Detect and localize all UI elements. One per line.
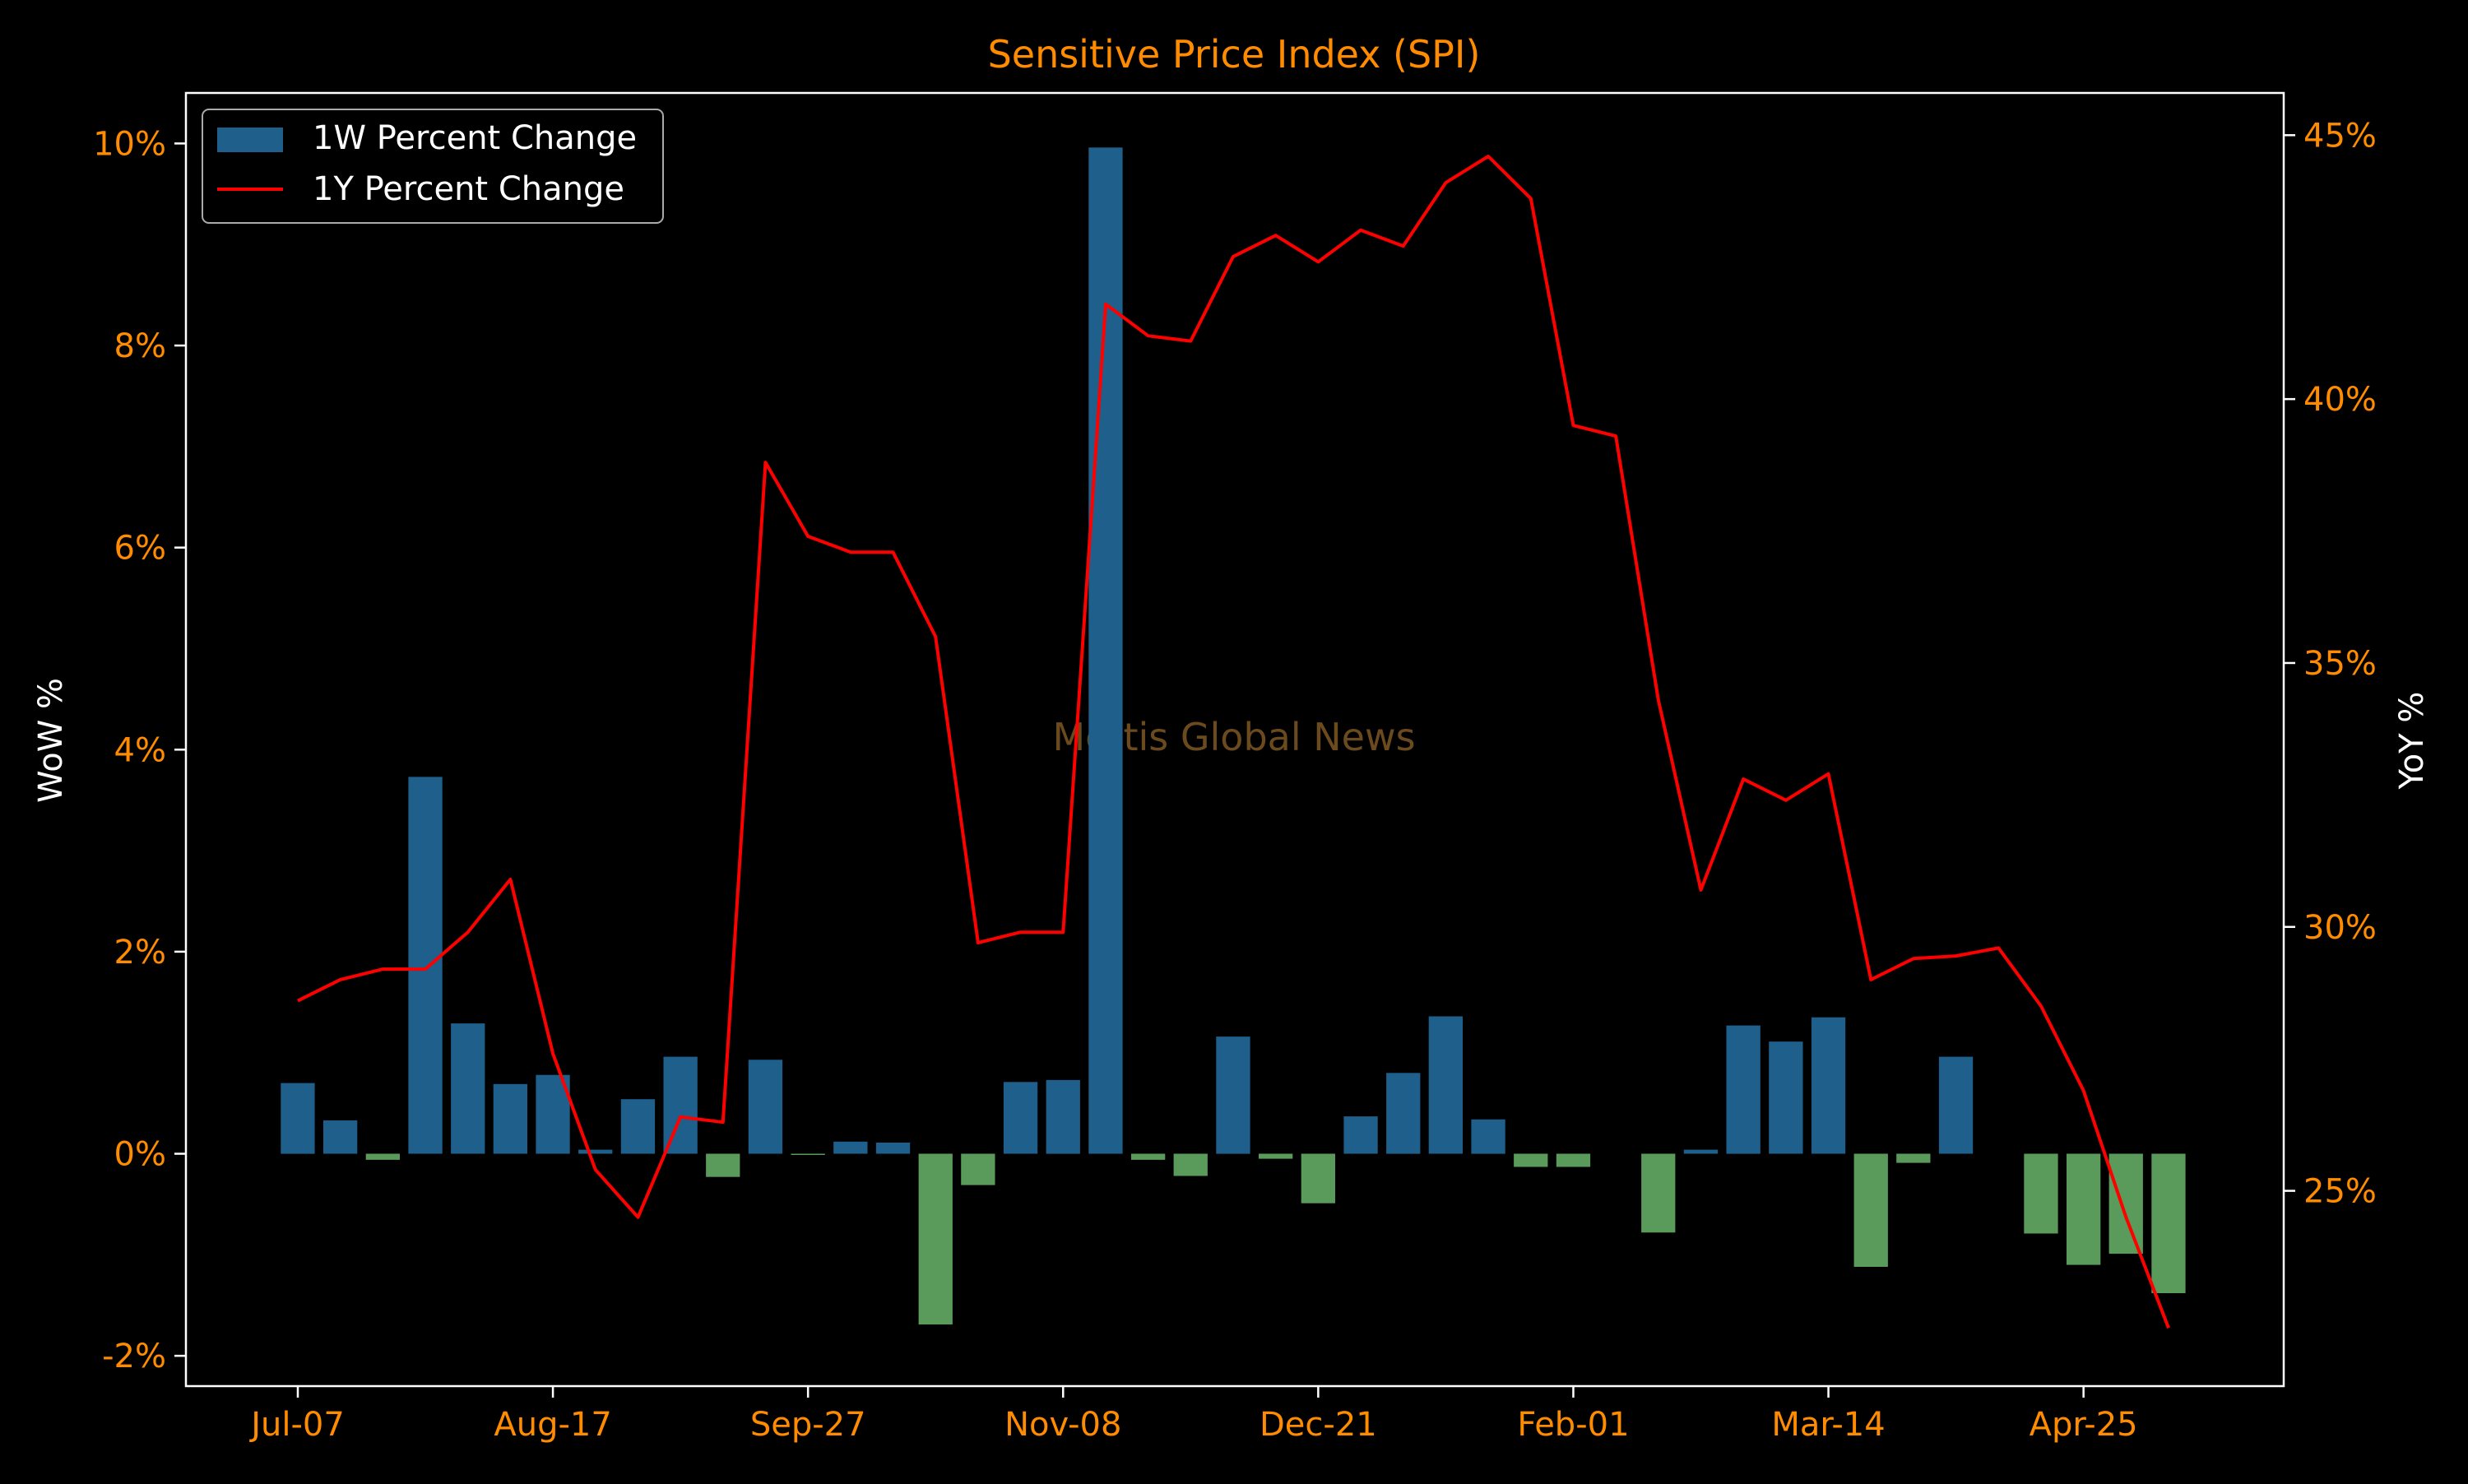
wow-bar [1046, 1079, 1080, 1154]
wow-bar [1428, 1016, 1463, 1154]
wow-bar [1259, 1153, 1293, 1159]
legend-line-label: 1Y Percent Change [313, 170, 624, 208]
x-tick-label: Jul-07 [248, 1406, 345, 1444]
wow-bar [1131, 1153, 1166, 1160]
x-tick-label: Aug-17 [494, 1406, 611, 1444]
wow-bar [365, 1153, 400, 1160]
wow-bar [875, 1143, 911, 1154]
x-tick-label: Feb-01 [1517, 1406, 1629, 1444]
left-tick-label: 2% [114, 934, 166, 972]
wow-bar [2067, 1153, 2101, 1265]
wow-bar [578, 1149, 613, 1154]
wow-bar [2151, 1153, 2186, 1293]
x-axis: Jul-07 Aug-17 Sep-27 Nov-08 Dec-21 Feb-01 Mar-… [248, 1386, 2138, 1444]
wow-bar [1556, 1153, 1591, 1167]
plot-frame [184, 91, 2285, 1388]
right-tick-label: 45% [2303, 117, 2377, 155]
left-tick-label: -2% [102, 1338, 166, 1375]
wow-bar [1088, 147, 1123, 1154]
left-tick-label: 10% [93, 125, 166, 163]
wow-bar [961, 1153, 995, 1185]
left-tick-label: 0% [114, 1136, 166, 1174]
wow-bar [1769, 1041, 1803, 1154]
wow-bar [791, 1153, 825, 1155]
left-tick-label: 8% [114, 327, 166, 365]
left-tick-label: 6% [114, 530, 166, 568]
line-series-group [297, 155, 2170, 1329]
x-tick-label: Dec-21 [1260, 1406, 1377, 1444]
wow-bar [1853, 1153, 1888, 1267]
wow-bar [1683, 1149, 1719, 1154]
wow-bar [1514, 1153, 1548, 1167]
x-tick-label: Apr-25 [2030, 1406, 2138, 1444]
wow-bar [323, 1120, 358, 1154]
wow-bar [1471, 1119, 1505, 1154]
bar-series-group [281, 147, 2186, 1325]
wow-bar [620, 1099, 656, 1154]
left-y-axis: -2% 0% 2% 4% 6% 8% 10% [93, 125, 186, 1375]
wow-bar [918, 1153, 953, 1325]
right-axis-label: YoY % [2393, 692, 2431, 791]
wow-bar [1896, 1153, 1931, 1163]
legend: 1W Percent Change 1Y Percent Change [202, 109, 664, 224]
wow-bar [1938, 1056, 1974, 1154]
right-y-axis: 25% 30% 35% 40% 45% [2284, 117, 2377, 1211]
right-tick-label: 40% [2303, 381, 2377, 419]
wow-bar [1216, 1036, 1250, 1154]
left-tick-label: 4% [114, 731, 166, 769]
wow-bar [1343, 1116, 1378, 1154]
yoy-line [297, 155, 2170, 1329]
wow-bar [2024, 1153, 2058, 1234]
wow-bar [281, 1083, 315, 1154]
left-axis-label: WoW % [32, 678, 70, 803]
legend-bar-label: 1W Percent Change [313, 119, 637, 157]
legend-bar-swatch [217, 128, 283, 152]
wow-bar [748, 1060, 783, 1154]
legend-box [202, 109, 664, 224]
wow-bar [663, 1056, 698, 1154]
wow-bar [706, 1153, 740, 1177]
x-tick-label: Sep-27 [750, 1406, 866, 1444]
x-tick-label: Nov-08 [1004, 1406, 1121, 1444]
wow-bar [833, 1141, 868, 1154]
wow-bar [1811, 1017, 1846, 1154]
x-tick-label: Mar-14 [1771, 1406, 1885, 1444]
wow-bar [408, 777, 443, 1154]
wow-bar [1003, 1082, 1038, 1154]
right-tick-label: 35% [2303, 645, 2377, 683]
right-tick-label: 30% [2303, 909, 2377, 947]
wow-bar [1173, 1153, 1208, 1176]
right-tick-label: 25% [2303, 1173, 2377, 1211]
wow-bar [1301, 1153, 1335, 1203]
wow-bar [493, 1083, 527, 1154]
wow-bar [2108, 1153, 2143, 1254]
wow-bar [1726, 1025, 1761, 1154]
chart-title: Sensitive Price Index (SPI) [988, 32, 1481, 77]
wow-bar [451, 1023, 485, 1154]
wow-bar [1641, 1153, 1676, 1233]
wow-bar [1386, 1073, 1421, 1154]
